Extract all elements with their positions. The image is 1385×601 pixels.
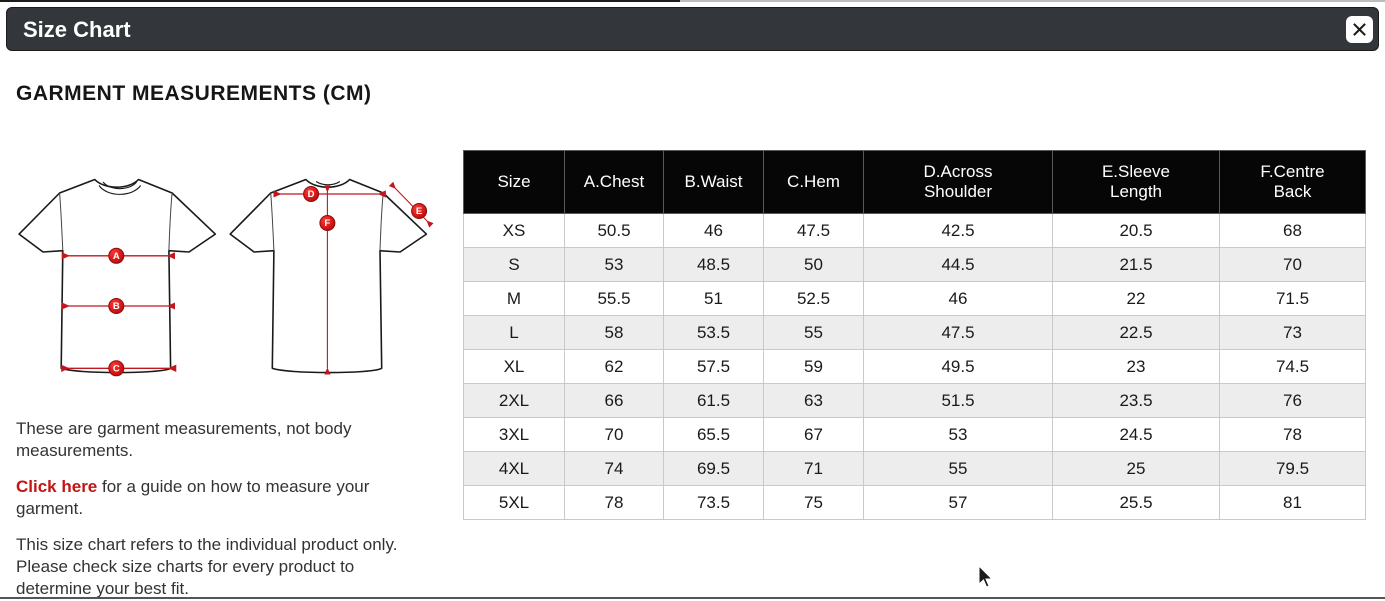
svg-text:D: D <box>308 189 315 200</box>
svg-text:A: A <box>113 251 120 262</box>
svg-text:C: C <box>113 363 120 374</box>
svg-text:B: B <box>113 301 120 312</box>
svg-text:E: E <box>416 206 422 217</box>
svg-text:F: F <box>324 218 330 229</box>
